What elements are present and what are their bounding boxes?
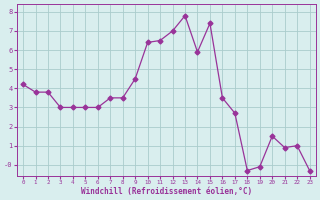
- X-axis label: Windchill (Refroidissement éolien,°C): Windchill (Refroidissement éolien,°C): [81, 187, 252, 196]
